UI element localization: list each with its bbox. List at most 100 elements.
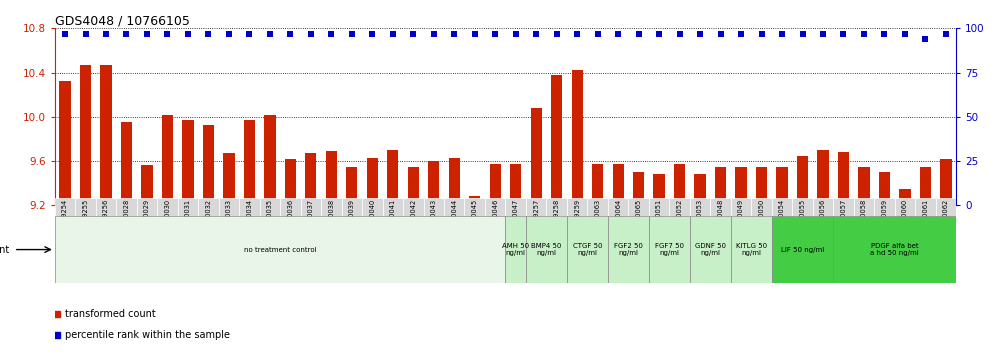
Text: GSM510036: GSM510036: [288, 199, 294, 239]
Text: GSM510042: GSM510042: [410, 199, 416, 239]
Text: FGF7 50
ng/ml: FGF7 50 ng/ml: [654, 243, 684, 256]
Bar: [608, 216, 648, 283]
Text: GSM509257: GSM509257: [533, 199, 539, 239]
Text: GSM509256: GSM509256: [103, 199, 109, 239]
Bar: [485, 198, 505, 216]
Bar: [55, 216, 506, 283]
Text: GSM510058: GSM510058: [861, 199, 867, 239]
Bar: [690, 198, 710, 216]
Bar: [510, 164, 521, 205]
Bar: [326, 151, 337, 205]
Bar: [551, 75, 563, 205]
Bar: [613, 164, 623, 205]
Bar: [244, 120, 255, 205]
Bar: [859, 167, 870, 205]
Text: GSM510039: GSM510039: [349, 199, 355, 239]
Text: GSM509254: GSM509254: [62, 199, 68, 239]
Bar: [731, 216, 772, 283]
Bar: [301, 198, 321, 216]
Text: GSM510053: GSM510053: [697, 199, 703, 239]
Bar: [182, 120, 193, 205]
Bar: [80, 65, 92, 205]
Text: GDNF 50
ng/ml: GDNF 50 ng/ml: [695, 243, 726, 256]
Bar: [403, 198, 423, 216]
Text: GSM510040: GSM510040: [370, 199, 375, 239]
Text: GSM510045: GSM510045: [472, 199, 478, 239]
Bar: [157, 198, 177, 216]
Bar: [264, 115, 276, 205]
Bar: [505, 216, 526, 283]
Text: GSM510052: GSM510052: [676, 199, 682, 239]
Bar: [915, 198, 935, 216]
Bar: [777, 167, 788, 205]
Text: GSM510043: GSM510043: [430, 199, 437, 239]
Text: transformed count: transformed count: [65, 309, 155, 319]
Bar: [177, 198, 198, 216]
Text: GSM510035: GSM510035: [267, 199, 273, 239]
Bar: [531, 108, 542, 205]
Bar: [76, 198, 96, 216]
Bar: [588, 198, 608, 216]
Bar: [628, 198, 648, 216]
Bar: [347, 167, 358, 205]
Bar: [367, 158, 377, 205]
Text: GSM510037: GSM510037: [308, 199, 314, 239]
Text: GSM510054: GSM510054: [779, 199, 785, 239]
Bar: [342, 198, 363, 216]
Bar: [899, 189, 910, 205]
Text: GSM510061: GSM510061: [922, 199, 928, 239]
Bar: [648, 216, 690, 283]
Bar: [772, 198, 792, 216]
Bar: [96, 198, 117, 216]
Bar: [878, 172, 890, 205]
Bar: [60, 81, 71, 205]
Bar: [121, 122, 132, 205]
Bar: [648, 198, 669, 216]
Bar: [572, 70, 583, 205]
Text: GSM510056: GSM510056: [820, 199, 826, 239]
Bar: [547, 198, 567, 216]
Bar: [490, 164, 501, 205]
Bar: [198, 198, 219, 216]
Bar: [428, 161, 439, 205]
Bar: [818, 150, 829, 205]
Text: GSM510029: GSM510029: [144, 199, 150, 239]
Text: GSM510057: GSM510057: [841, 199, 847, 239]
Text: GSM510047: GSM510047: [513, 199, 519, 239]
Text: LIF 50 ng/ml: LIF 50 ng/ml: [781, 247, 824, 252]
Bar: [894, 198, 915, 216]
Text: percentile rank within the sample: percentile rank within the sample: [65, 330, 230, 340]
Bar: [444, 198, 464, 216]
Bar: [223, 153, 234, 205]
Bar: [219, 198, 239, 216]
Bar: [834, 198, 854, 216]
Bar: [203, 125, 214, 205]
Text: GSM509255: GSM509255: [83, 199, 89, 239]
Bar: [669, 198, 690, 216]
Bar: [285, 159, 296, 205]
Bar: [813, 198, 834, 216]
Bar: [715, 167, 726, 205]
Text: GSM510055: GSM510055: [800, 199, 806, 239]
Text: GSM510034: GSM510034: [246, 199, 252, 239]
Bar: [161, 115, 173, 205]
Bar: [735, 167, 747, 205]
Text: GSM510038: GSM510038: [329, 199, 335, 239]
Bar: [382, 198, 403, 216]
Bar: [239, 198, 260, 216]
Text: GDS4048 / 10766105: GDS4048 / 10766105: [55, 14, 189, 27]
Bar: [505, 198, 526, 216]
Bar: [694, 174, 706, 205]
Bar: [834, 216, 956, 283]
Bar: [751, 198, 772, 216]
Text: GSM510030: GSM510030: [164, 199, 170, 239]
Bar: [448, 158, 460, 205]
Text: GSM510064: GSM510064: [616, 199, 622, 239]
Bar: [567, 216, 608, 283]
Text: agent: agent: [0, 245, 10, 255]
Text: GSM510041: GSM510041: [389, 199, 395, 239]
Text: GSM510048: GSM510048: [717, 199, 723, 239]
Text: GSM510032: GSM510032: [205, 199, 211, 239]
Bar: [854, 198, 874, 216]
Bar: [387, 150, 398, 205]
